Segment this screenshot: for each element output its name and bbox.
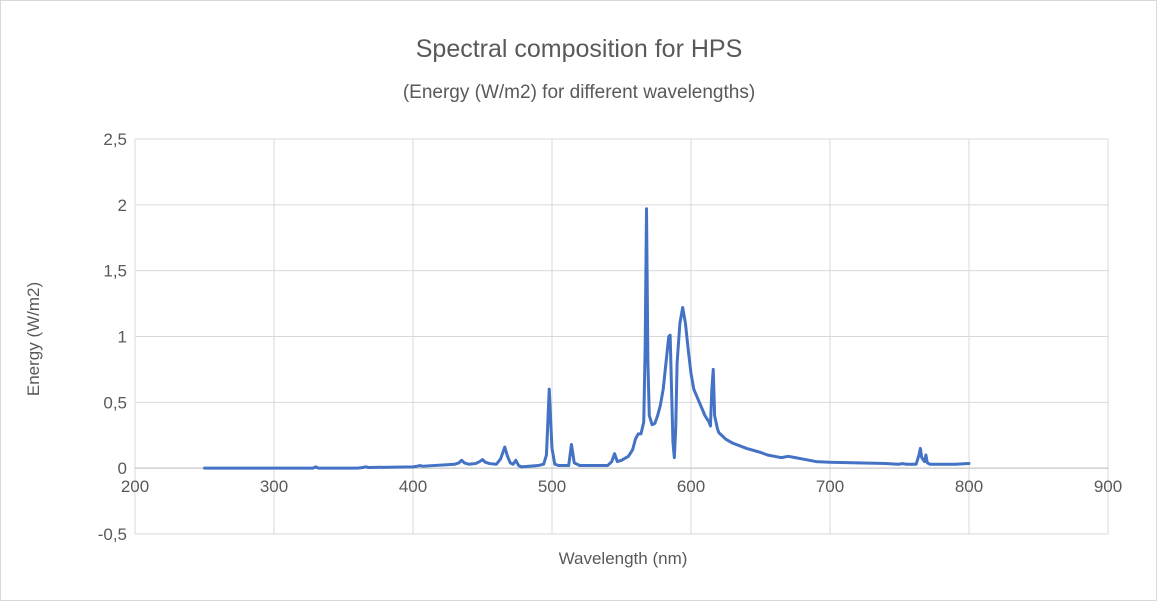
y-tick-label: -0,5 xyxy=(98,525,127,544)
y-tick-label: 1,5 xyxy=(103,262,127,281)
y-tick-label: 2 xyxy=(118,196,127,215)
x-tick-label: 800 xyxy=(955,477,983,496)
x-tick-label: 700 xyxy=(816,477,844,496)
x-axis-title: Wavelength (nm) xyxy=(559,549,688,568)
x-tick-label: 500 xyxy=(538,477,566,496)
y-tick-label: 0,5 xyxy=(103,393,127,412)
series-layer xyxy=(203,207,971,470)
x-tick-label: 900 xyxy=(1094,477,1122,496)
series-line xyxy=(203,207,971,470)
x-tick-label: 300 xyxy=(260,477,288,496)
gridlines xyxy=(134,138,1109,535)
chart-subtitle: (Energy (W/m2) for different wavelengths… xyxy=(403,82,755,103)
tick-labels: 200 300 400 500 600 700 800 900 -0,5 0 0,5 1 1,5 2 2,5 xyxy=(98,130,1122,544)
x-tick-label: 400 xyxy=(399,477,427,496)
y-tick-label: 2,5 xyxy=(103,130,127,149)
x-tick-label: 600 xyxy=(677,477,705,496)
chart-title: Spectral composition for HPS xyxy=(416,35,743,63)
x-tick-label: 200 xyxy=(121,477,149,496)
y-tick-label: 1 xyxy=(118,328,127,347)
y-tick-label: 0 xyxy=(118,459,127,478)
y-axis-title: Energy (W/m2) xyxy=(24,282,43,396)
